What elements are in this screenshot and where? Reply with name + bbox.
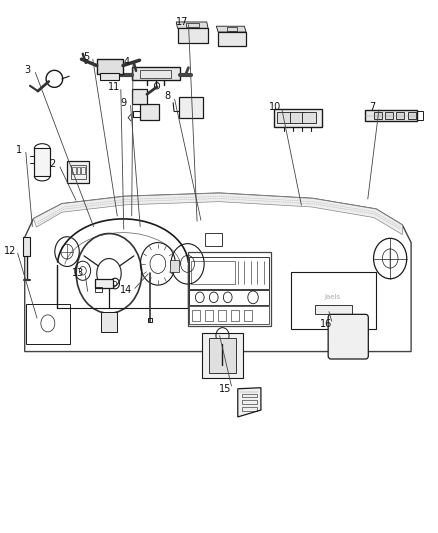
Bar — [365, 110, 417, 122]
Text: 9: 9 — [121, 98, 127, 108]
Bar — [189, 306, 269, 324]
Text: 14: 14 — [120, 286, 133, 295]
Text: 2: 2 — [49, 159, 55, 169]
Bar — [179, 98, 203, 118]
Bar — [189, 257, 269, 289]
Polygon shape — [33, 193, 403, 235]
Text: 7: 7 — [370, 102, 376, 112]
Bar — [34, 149, 50, 176]
Bar — [140, 104, 159, 120]
Text: 3: 3 — [25, 65, 31, 75]
Circle shape — [337, 339, 346, 350]
Bar — [26, 304, 70, 344]
Bar — [291, 272, 376, 329]
Circle shape — [187, 101, 198, 114]
Bar — [81, 166, 85, 174]
Bar — [290, 112, 304, 123]
Bar — [227, 27, 237, 31]
Circle shape — [337, 325, 346, 336]
Bar — [100, 73, 120, 80]
Bar — [148, 318, 152, 322]
Bar — [141, 70, 171, 78]
Bar — [244, 310, 252, 321]
Bar — [77, 166, 80, 174]
Polygon shape — [176, 22, 208, 28]
Bar — [242, 400, 258, 404]
Bar — [95, 287, 102, 292]
Bar — [417, 111, 423, 120]
Text: 5: 5 — [83, 52, 89, 61]
Circle shape — [150, 110, 155, 117]
Polygon shape — [201, 333, 243, 378]
Bar — [192, 310, 200, 321]
Text: Jaels: Jaels — [325, 294, 341, 300]
Bar — [67, 161, 89, 182]
Bar — [97, 59, 123, 74]
Bar — [242, 407, 258, 410]
Bar — [186, 23, 199, 27]
FancyBboxPatch shape — [328, 314, 368, 359]
Bar — [132, 67, 180, 80]
Bar — [187, 252, 271, 326]
Text: 10: 10 — [269, 102, 281, 112]
Text: 11: 11 — [108, 82, 120, 92]
Text: 13: 13 — [72, 268, 85, 278]
Text: 8: 8 — [164, 91, 170, 101]
Polygon shape — [238, 387, 261, 417]
Text: 1: 1 — [16, 144, 22, 155]
Circle shape — [143, 110, 149, 117]
Bar — [315, 305, 352, 314]
Bar — [408, 112, 416, 119]
Text: 17: 17 — [176, 17, 188, 27]
Bar — [302, 112, 316, 123]
Bar — [274, 109, 321, 127]
Bar — [218, 310, 226, 321]
Bar — [385, 112, 393, 119]
Bar — [277, 112, 290, 123]
Bar — [205, 310, 213, 321]
Bar — [132, 90, 147, 104]
Bar — [101, 312, 117, 332]
Polygon shape — [216, 26, 246, 32]
Bar — [23, 237, 30, 256]
Bar — [189, 290, 269, 305]
Bar — [72, 166, 76, 174]
Bar — [209, 338, 236, 373]
Bar — [242, 393, 258, 397]
Bar — [71, 165, 86, 179]
Bar — [218, 32, 246, 46]
Bar — [374, 112, 382, 119]
Bar — [170, 260, 179, 272]
Text: 12: 12 — [4, 246, 17, 255]
Bar — [177, 28, 208, 43]
Text: 16: 16 — [320, 319, 332, 329]
Circle shape — [351, 325, 360, 336]
Bar — [95, 279, 113, 288]
Bar — [205, 233, 223, 246]
Circle shape — [190, 104, 194, 110]
Bar — [231, 310, 239, 321]
Text: 4: 4 — [124, 57, 130, 67]
Bar — [191, 261, 235, 284]
Bar — [396, 112, 404, 119]
Circle shape — [351, 339, 360, 350]
Text: 15: 15 — [219, 384, 232, 394]
